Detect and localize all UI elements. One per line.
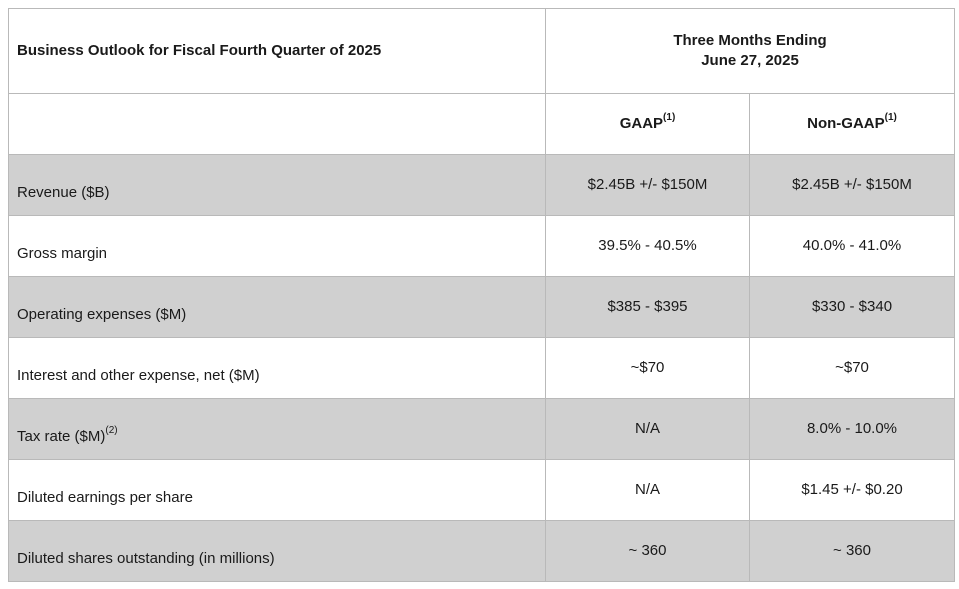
table-title: Business Outlook for Fiscal Fourth Quart… bbox=[8, 8, 546, 94]
table-row: Tax rate ($M)(2) N/A 8.0% - 10.0% bbox=[8, 398, 956, 460]
row-label: Interest and other expense, net ($M) bbox=[8, 337, 546, 399]
table-row: Diluted earnings per share N/A $1.45 +/-… bbox=[8, 459, 956, 521]
tax-rate-footnote: (2) bbox=[105, 425, 118, 436]
gaap-column-header: GAAP(1) bbox=[545, 93, 750, 155]
period-line-2: June 27, 2025 bbox=[701, 52, 799, 69]
nongaap-value: $330 - $340 bbox=[748, 276, 956, 338]
table-row: Diluted shares outstanding (in millions)… bbox=[8, 520, 956, 582]
nongaap-value: $1.45 +/- $0.20 bbox=[748, 459, 956, 521]
business-outlook-table: Business Outlook for Fiscal Fourth Quart… bbox=[8, 8, 956, 582]
period-header: Three Months Ending June 27, 2025 bbox=[544, 8, 956, 94]
nongaap-value: ~ 360 bbox=[748, 520, 956, 582]
row-label: Operating expenses ($M) bbox=[8, 276, 546, 338]
gaap-value: 39.5% - 40.5% bbox=[545, 215, 750, 277]
row-label: Revenue ($B) bbox=[8, 154, 546, 216]
period-line-1: Three Months Ending bbox=[673, 32, 827, 49]
table-row: Gross margin 39.5% - 40.5% 40.0% - 41.0% bbox=[8, 215, 956, 277]
row-label: Diluted shares outstanding (in millions) bbox=[8, 520, 546, 582]
nongaap-value: ~$70 bbox=[748, 337, 956, 399]
nongaap-column-header: Non-GAAP(1) bbox=[748, 93, 956, 155]
table-header-row: Business Outlook for Fiscal Fourth Quart… bbox=[8, 8, 956, 94]
row-label: Gross margin bbox=[8, 215, 546, 277]
gaap-label: GAAP bbox=[619, 115, 664, 132]
nongaap-value: $2.45B +/- $150M bbox=[748, 154, 956, 216]
row-label: Diluted earnings per share bbox=[8, 459, 546, 521]
table-row: Revenue ($B) $2.45B +/- $150M $2.45B +/-… bbox=[8, 154, 956, 216]
nongaap-label: Non-GAAP bbox=[807, 115, 885, 132]
empty-header-cell bbox=[8, 93, 546, 155]
table-row: Interest and other expense, net ($M) ~$7… bbox=[8, 337, 956, 399]
gaap-footnote: (1) bbox=[663, 112, 676, 123]
nongaap-value: 40.0% - 41.0% bbox=[748, 215, 956, 277]
nongaap-value: 8.0% - 10.0% bbox=[748, 398, 956, 460]
row-label: Tax rate ($M)(2) bbox=[8, 398, 546, 460]
gaap-value: ~ 360 bbox=[545, 520, 750, 582]
column-header-row: GAAP(1) Non-GAAP(1) bbox=[8, 93, 956, 155]
gaap-value: $385 - $395 bbox=[545, 276, 750, 338]
table-row: Operating expenses ($M) $385 - $395 $330… bbox=[8, 276, 956, 338]
nongaap-footnote: (1) bbox=[884, 112, 897, 123]
gaap-value: N/A bbox=[545, 459, 750, 521]
gaap-value: $2.45B +/- $150M bbox=[545, 154, 750, 216]
gaap-value: ~$70 bbox=[545, 337, 750, 399]
gaap-value: N/A bbox=[545, 398, 750, 460]
